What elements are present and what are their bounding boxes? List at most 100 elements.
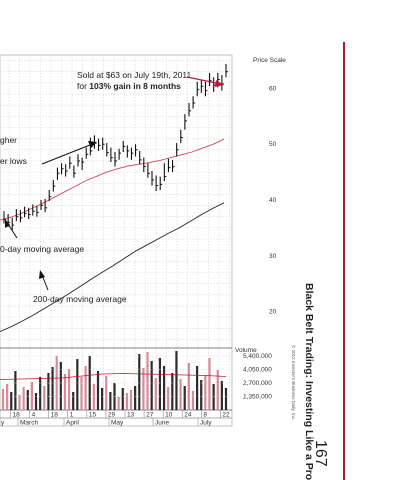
price-bar [77, 154, 80, 167]
date-tick-label: 18 [51, 412, 59, 419]
date-tick-label: 22 [222, 412, 230, 419]
price-bar [110, 147, 113, 163]
price-bar [98, 138, 101, 151]
price-bar [135, 144, 138, 157]
price-bar [106, 143, 109, 157]
volume-tick-label: 4,050,000 [243, 367, 272, 374]
price-bar [122, 140, 126, 153]
volume-bar [138, 354, 141, 410]
price-bar [19, 210, 23, 223]
volume-average-line [0, 373, 227, 380]
date-tick-label: 1 [70, 412, 74, 419]
volume-bar [92, 384, 95, 410]
sell-annotation-prefix: for [77, 81, 89, 91]
price-bar [176, 143, 179, 157]
volume-bar [216, 370, 219, 410]
price-bar [180, 129, 183, 144]
price-bar [36, 205, 39, 217]
date-tick-label: 24 [184, 412, 192, 419]
date-tick-label: 15 [89, 412, 97, 419]
volume-bar [22, 387, 25, 410]
volume-bar [195, 366, 199, 410]
ma50-path [0, 138, 225, 221]
price-bar [163, 163, 167, 182]
price-bar [65, 164, 68, 177]
volume-bar [224, 388, 228, 410]
price-bar [184, 114, 187, 130]
price-bar [225, 63, 228, 78]
price-bar [44, 198, 48, 213]
price-bar [126, 145, 130, 158]
ma50-pointer-line [7, 223, 18, 239]
volume-bar [121, 388, 124, 410]
price-bar [188, 102, 191, 117]
volume-bar [129, 390, 133, 410]
volume-bar [96, 371, 100, 410]
volume-bar [134, 386, 137, 410]
month-label: March [20, 420, 38, 427]
price-bar [102, 137, 105, 150]
volume-bar [101, 388, 104, 410]
price-bar [167, 158, 171, 173]
price-bar [52, 179, 56, 192]
volume-bar [208, 358, 211, 410]
price-bar [85, 147, 89, 159]
date-tick-label: 27 [146, 412, 154, 419]
volume-bar [200, 380, 203, 410]
date-tick-label: 10 [165, 412, 173, 419]
volume-bar [154, 378, 157, 410]
volume-bar [167, 387, 170, 410]
volume-bar [39, 377, 42, 410]
price-bar [114, 152, 117, 167]
price-tick-label: 20 [269, 309, 277, 316]
ma200-line [0, 202, 225, 333]
price-bar [32, 204, 35, 216]
volume-label: Volume [235, 347, 257, 354]
volume-bar [204, 375, 207, 410]
volume-axis-labels: 5,400,000 4,050,000 2,700,000 1,350,000 [0, 353, 272, 401]
date-tick-label: 4 [32, 412, 36, 419]
higher-lows-label-2: er lows [0, 156, 27, 166]
date-tick-label: 18 [12, 412, 20, 419]
volume-bar [117, 397, 120, 410]
sell-annotation-line1: Sold at $63 on July 19th, 2011 [77, 70, 191, 80]
volume-bar [80, 377, 83, 410]
higher-lows-label-1: gher [0, 135, 17, 145]
volume-bar [212, 384, 215, 410]
volume-bar [171, 373, 174, 410]
month-label: April [66, 420, 80, 427]
price-bar [11, 217, 15, 231]
month-label: y [1, 420, 5, 427]
price-bar [81, 157, 85, 170]
volume-bar [142, 368, 145, 410]
volume-bar [105, 376, 108, 410]
month-label: June [155, 420, 169, 427]
price-bar [204, 81, 208, 97]
volume-tick-label: 1,350,000 [243, 394, 272, 401]
sell-arrow-head [215, 80, 224, 87]
volume-bar [63, 374, 67, 410]
volume-bar [150, 361, 153, 410]
volume-bar [175, 351, 178, 410]
price-bar [147, 163, 150, 178]
volume-bar [183, 386, 186, 410]
ma200-pointer-head [39, 270, 45, 279]
volume-bar [162, 366, 166, 410]
volume-bar [187, 363, 190, 410]
price-bar [69, 156, 72, 169]
sell-annotation-gain: 103% gain in 8 months [89, 81, 181, 91]
volume-bar [191, 391, 195, 410]
price-tick-label: 30 [269, 253, 277, 260]
ma200-label: 200-day moving average [33, 294, 127, 304]
price-bar [200, 79, 204, 93]
volume-bars [0, 351, 228, 410]
volume-bar [10, 392, 13, 410]
volume-bar [146, 352, 149, 410]
date-axis: 18 4 18 1 15 29 13 27 10 24 8 22 y March April May June J… [1, 410, 230, 427]
price-bar [192, 96, 196, 109]
price-bar [48, 189, 52, 202]
volume-tick-label: 5,400,000 [243, 353, 272, 360]
price-tick-label: 40 [269, 197, 277, 204]
price-axis-labels: 20 30 40 50 60 [269, 85, 277, 315]
trend-arrow-line [41, 144, 91, 165]
